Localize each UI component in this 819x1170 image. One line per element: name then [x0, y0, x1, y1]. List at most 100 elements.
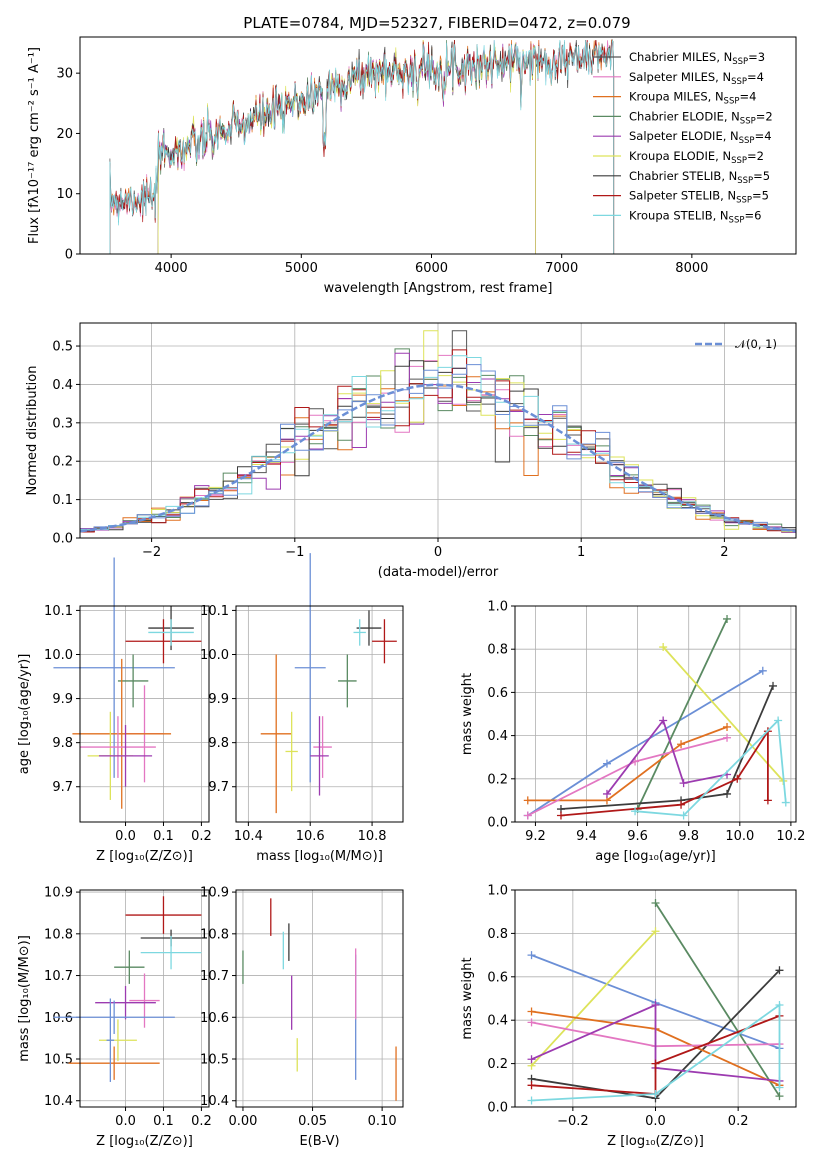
Z_weight-xtick: 0.2	[728, 1114, 749, 1129]
Z_age-ylabel: age [log₁₀(age/yr)]	[17, 654, 32, 775]
weight-series-line	[530, 930, 657, 1067]
weight-marker	[527, 1096, 536, 1105]
errorbar-point	[356, 610, 382, 646]
weight-marker	[775, 1083, 784, 1092]
weight-marker	[775, 1092, 784, 1101]
age_weight-ytick: 0.4	[487, 729, 508, 744]
weight-marker	[523, 796, 532, 805]
Z_age-panel: 0.0 0.1 0.2 9.7 9.8 9.9 10.0 10.1 Z [log₁₀(Z/Z⊙)…	[17, 557, 212, 864]
Z_age-xtick: 0.1	[153, 829, 174, 844]
Z_weight-xtick: 0.0	[645, 1114, 666, 1129]
weight-marker	[774, 716, 783, 725]
errorbar-point	[310, 716, 329, 796]
spectrum-xtick: 8000	[675, 261, 708, 276]
ebv_mass-ytick: 10.4	[200, 1094, 229, 1109]
weight-marker	[763, 796, 772, 805]
age_weight-xlabel: age [log₁₀(age/yr)]	[595, 849, 716, 864]
legend-entry: Kroupa STELIB, NSSP=6	[629, 208, 761, 225]
residuals-xlabel: (data-model)/error	[378, 565, 499, 580]
age_weight-xtick: 9.2	[525, 829, 546, 844]
legend-entry: Salpeter ELODIE, NSSP=4	[629, 129, 772, 146]
errorbar-point	[117, 654, 149, 708]
Z_age-ytick: 10.0	[44, 648, 73, 663]
Z_mass-ytick: 10.6	[44, 1011, 73, 1026]
weight-marker	[527, 1007, 536, 1016]
Z_weight-ytick: 1.0	[487, 884, 508, 899]
errorbar-point	[313, 716, 332, 778]
mass_age-ytick: 9.9	[208, 692, 229, 707]
spectrum-ylabel: Flux [fλ10⁻¹⁷ erg cm⁻² s⁻¹ A⁻¹]	[27, 47, 42, 244]
weight-marker	[651, 899, 660, 908]
errorbar-point	[106, 998, 115, 1082]
weight-marker	[527, 1055, 536, 1064]
residuals-ytick: 0.5	[52, 340, 73, 355]
ebv_mass-ytick: 10.8	[200, 927, 229, 942]
legend-entry: Chabrier MILES, NSSP=3	[629, 50, 765, 67]
weight-marker	[651, 1089, 660, 1098]
errorbar-point	[125, 896, 202, 934]
ebv_mass-xtick: 0.00	[228, 1114, 257, 1129]
weight-series-line	[531, 1003, 780, 1082]
Z_age-xlabel: Z [log₁₀(Z/Z⊙)]	[96, 849, 193, 864]
spectrum-xtick: 4000	[155, 261, 188, 276]
weight-series	[651, 899, 784, 1101]
residuals-ylabel: Normed distribution	[25, 366, 40, 496]
Z_weight-ytick: 0.0	[487, 1101, 508, 1116]
spectrum-ytick: 30	[56, 67, 73, 82]
weight-series	[556, 681, 778, 814]
Z_mass-xlabel: Z [log₁₀(Z/Z⊙)]	[96, 1134, 193, 1149]
mass_age-xtick: 10.8	[358, 829, 387, 844]
residuals-xtick: −1	[285, 545, 304, 560]
Z_mass-xtick: 0.0	[115, 1114, 136, 1129]
spectrum-ytick: 10	[56, 187, 73, 202]
Z_weight-ytick: 0.2	[487, 1057, 508, 1072]
ebv_mass-xlabel: E(B-V)	[299, 1134, 339, 1149]
mass_age-ytick: 10.1	[200, 604, 229, 619]
Z_weight-ytick: 0.4	[487, 1014, 508, 1029]
mass_age-ytick: 10.0	[200, 648, 229, 663]
errorbar-point	[98, 1019, 137, 1062]
errorbar-point	[68, 1046, 160, 1080]
legend-entry: Kroupa ELODIE, NSSP=2	[629, 149, 764, 166]
age_weight-ytick: 0.0	[487, 816, 508, 831]
residuals-xtick: 1	[577, 545, 585, 560]
weight-series-line	[531, 1015, 780, 1095]
Z_weight-ylabel: mass weight	[460, 957, 475, 1039]
Z_weight-ytick: 0.6	[487, 970, 508, 985]
Z_age-ytick: 9.9	[52, 692, 73, 707]
weight-series-line	[560, 685, 774, 810]
residuals-ytick: 0.2	[52, 455, 73, 470]
weight-series-line	[636, 618, 728, 810]
weight-marker	[651, 1001, 660, 1010]
figure-title: PLATE=0784, MJD=52327, FIBERID=0472, z=0…	[243, 14, 630, 32]
errorbar-point	[53, 1000, 175, 1034]
weight-marker	[758, 666, 767, 675]
weight-series	[527, 1001, 784, 1105]
weight-series-line	[606, 718, 728, 795]
errorbar-point	[98, 725, 153, 787]
weight-marker	[602, 759, 611, 768]
residual-histogram	[80, 364, 796, 532]
legend-entry: Salpeter STELIB, NSSP=5	[629, 189, 769, 206]
Z_weight-panel: −0.2 0.0 0.2 0.0 0.2 0.4 0.6 0.8 1.0 Z [log₁₀(Z/Z…	[460, 884, 797, 1149]
errorbar-point	[95, 985, 156, 1020]
legend-entry: Salpeter MILES, NSSP=4	[629, 70, 764, 87]
residuals-xtick: 0	[434, 545, 442, 560]
weight-series-line	[662, 646, 784, 782]
weight-series	[556, 727, 772, 820]
spectrum-ytick: 20	[56, 127, 73, 142]
residuals-ytick: 0.1	[52, 493, 73, 508]
mass_age-ytick: 9.8	[208, 736, 229, 751]
errorbar-point	[338, 654, 357, 708]
weight-marker	[527, 1018, 536, 1027]
ebv_mass-xtick: 0.10	[368, 1114, 397, 1129]
weight-marker	[556, 811, 565, 820]
errorbar-point	[114, 950, 145, 984]
Z_mass-panel: 0.0 0.1 0.2 10.4 10.5 10.6 10.7 10.8 10.9 Z [log₁…	[17, 886, 212, 1149]
age_weight-ytick: 0.6	[487, 686, 508, 701]
ebv_mass-xtick: 0.05	[298, 1114, 327, 1129]
age_weight-ytick: 0.8	[487, 643, 508, 658]
residual-histogram	[80, 352, 796, 533]
weight-series	[523, 722, 732, 805]
age_weight-ytick: 1.0	[487, 600, 508, 615]
